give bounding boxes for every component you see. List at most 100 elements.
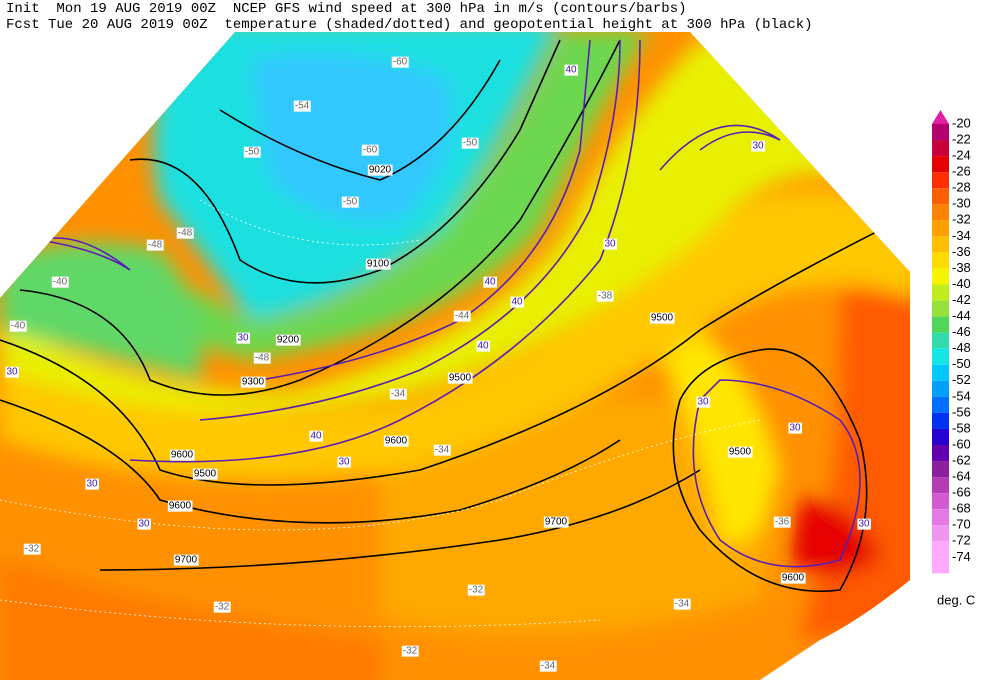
wind-label: 40 <box>484 277 496 288</box>
height-label: 9700 <box>545 517 568 528</box>
height-label: 9100 <box>367 259 390 270</box>
colorbar-swatch <box>932 156 949 173</box>
label-background <box>176 227 194 239</box>
colorbar-swatch <box>932 124 949 141</box>
colorbar-swatch <box>932 204 949 221</box>
colorbar-swatch <box>932 477 949 494</box>
colorbar-label: -70 <box>952 517 971 532</box>
temperature-label: -44 <box>455 311 470 322</box>
temperature-label: -50 <box>245 147 260 158</box>
colorbar-swatch <box>932 396 949 413</box>
height-label: 9300 <box>242 377 265 388</box>
colorbar-label: -40 <box>952 276 971 291</box>
wind-label: 30 <box>789 423 801 434</box>
label-background <box>213 601 231 613</box>
colorbar-unit: deg. C <box>937 592 975 607</box>
temperature-label: -48 <box>148 240 163 251</box>
temperature-label: -38 <box>598 291 613 302</box>
temperature-isotherms <box>0 199 761 628</box>
colorbar-label: -36 <box>952 244 971 259</box>
temperature-label: -54 <box>295 101 310 112</box>
label-background <box>341 196 359 208</box>
colorbar-swatch <box>932 541 949 558</box>
colorbar-swatch <box>932 332 949 349</box>
label-background <box>649 312 675 324</box>
colorbar-label: -42 <box>952 292 971 307</box>
colorbar-label: -58 <box>952 420 971 435</box>
temperature-label: -36 <box>775 517 790 528</box>
label-background <box>253 352 271 364</box>
label-background <box>539 660 557 672</box>
colorbar-swatch <box>932 493 949 510</box>
colorbar-swatch <box>932 284 949 301</box>
label-background <box>309 430 323 442</box>
label-background <box>243 146 261 158</box>
label-background <box>447 372 473 384</box>
colorbar-label: -44 <box>952 308 971 323</box>
colorbar-label: -64 <box>952 469 971 484</box>
colorbar-swatch <box>932 445 949 462</box>
label-background <box>780 572 806 584</box>
colorbar-label: -56 <box>952 404 971 419</box>
colorbar-swatch <box>932 428 949 445</box>
wind-label: 40 <box>477 341 489 352</box>
colorbar-swatch <box>932 220 949 237</box>
temperature-label: -60 <box>363 145 378 156</box>
label-background <box>365 258 391 270</box>
colorbar-label: -34 <box>952 228 971 243</box>
label-background <box>236 332 250 344</box>
height-label: 9500 <box>729 447 752 458</box>
label-background <box>9 320 27 332</box>
colorbar-label: -50 <box>952 356 971 371</box>
label-background <box>85 478 99 490</box>
temperature-label: -34 <box>435 445 450 456</box>
colorbar-swatch <box>932 364 949 381</box>
header-line-1: Init Mon 19 AUG 2019 00Z NCEP GFS wind s… <box>6 1 687 17</box>
label-background <box>673 598 691 610</box>
colorbar-label: -46 <box>952 324 971 339</box>
temperature-label: -34 <box>391 389 406 400</box>
colorbar: -20-22-24-26-28-30-32-34-36-38-40-42-44-… <box>932 110 971 574</box>
colorbar-swatch <box>932 461 949 478</box>
temperature-label: -32 <box>469 585 484 596</box>
header-line-2: Fcst Tue 20 AUG 2019 00Z temperature (sh… <box>6 17 813 33</box>
colorbar-swatch <box>932 188 949 205</box>
wind-label: 30 <box>237 333 249 344</box>
colorbar-label: -28 <box>952 180 971 195</box>
colorbar-swatch <box>932 252 949 269</box>
temperature-shading <box>0 32 910 680</box>
label-background <box>773 516 791 528</box>
height-label: 9600 <box>169 501 192 512</box>
label-background <box>596 290 614 302</box>
wind-label: 30 <box>138 519 150 530</box>
label-background <box>240 376 266 388</box>
height-label: 9600 <box>171 450 194 461</box>
temperature-label: -50 <box>463 138 478 149</box>
label-background <box>173 554 199 566</box>
label-background <box>167 500 193 512</box>
colorbar-swatch <box>932 172 949 189</box>
label-background <box>389 388 407 400</box>
height-label: 9700 <box>175 555 198 566</box>
colorbar-label: -62 <box>952 452 971 467</box>
label-background <box>751 140 765 152</box>
height-label: 9600 <box>782 573 805 584</box>
wind-label: 30 <box>86 479 98 490</box>
temperature-label: -34 <box>541 661 556 672</box>
label-background <box>146 239 164 251</box>
label-background <box>337 456 351 468</box>
temperature-label: -34 <box>675 599 690 610</box>
height-label: 9500 <box>449 373 472 384</box>
colorbar-label: -52 <box>952 372 971 387</box>
wind-label: 30 <box>858 519 870 530</box>
label-background <box>603 238 617 250</box>
label-background <box>433 444 451 456</box>
height-label: 9200 <box>277 335 300 346</box>
colorbar-label: -38 <box>952 260 971 275</box>
wind-label: 30 <box>697 397 709 408</box>
label-background <box>543 516 569 528</box>
colorbar-swatch <box>932 268 949 285</box>
label-background <box>361 144 379 156</box>
label-background <box>367 164 393 176</box>
